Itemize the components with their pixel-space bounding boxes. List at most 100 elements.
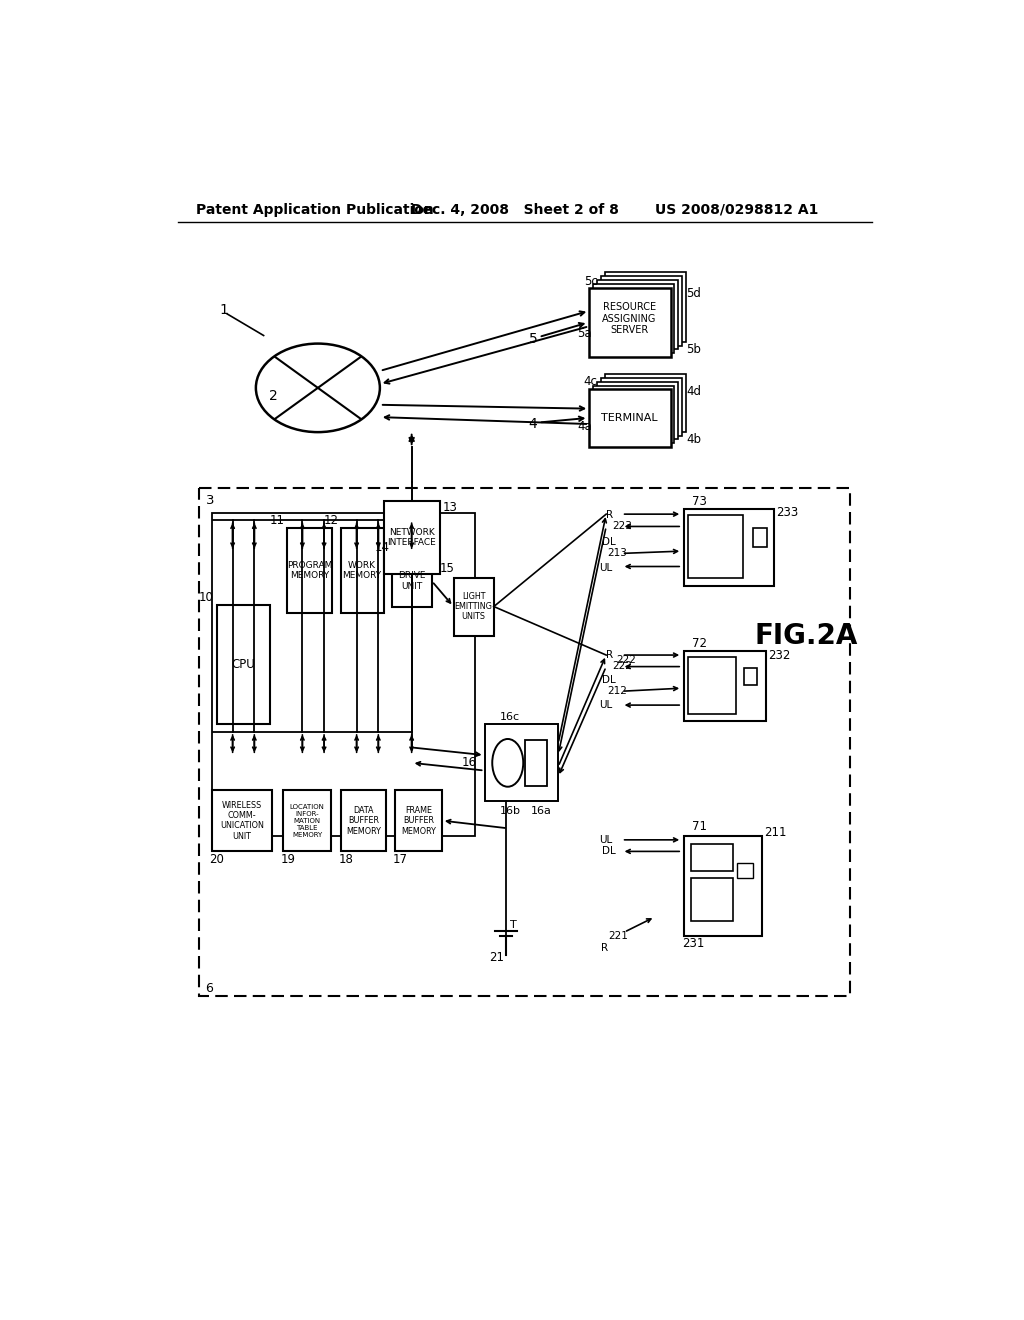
Text: 213: 213 (607, 548, 627, 558)
Text: 73: 73 (692, 495, 708, 508)
Text: 4: 4 (528, 417, 538, 432)
Bar (395, 789, 442, 851)
Bar (744, 668, 757, 685)
Text: CPU: CPU (231, 657, 255, 671)
Text: 5a: 5a (578, 327, 592, 341)
Bar (597, 381, 678, 440)
Bar (597, 280, 678, 350)
Text: WIRELESS
COMM-
UNICATION
UNIT: WIRELESS COMM- UNICATION UNIT (220, 800, 264, 841)
Bar (589, 389, 671, 447)
Text: 2: 2 (269, 388, 278, 403)
Text: 233: 233 (776, 506, 798, 519)
Text: US 2008/0298812 A1: US 2008/0298812 A1 (655, 203, 818, 216)
Text: WORK
MEMORY: WORK MEMORY (342, 561, 382, 579)
Bar (601, 378, 682, 436)
Bar (737, 863, 753, 878)
Text: DL: DL (602, 537, 616, 546)
Text: Dec. 4, 2008   Sheet 2 of 8: Dec. 4, 2008 Sheet 2 of 8 (411, 203, 618, 216)
Text: 5d: 5d (686, 286, 700, 300)
Text: 71: 71 (692, 820, 708, 833)
Bar (200, 488, 850, 997)
Text: 4b: 4b (686, 433, 701, 446)
Text: 212: 212 (607, 686, 627, 696)
Text: R: R (601, 942, 608, 953)
Text: UL: UL (599, 834, 612, 845)
Ellipse shape (493, 739, 523, 787)
Bar (690, 878, 733, 921)
Text: 211: 211 (764, 825, 786, 838)
Text: DRIVE
UNIT: DRIVE UNIT (398, 572, 425, 591)
Text: 12: 12 (324, 513, 339, 527)
Text: 5c: 5c (584, 275, 597, 288)
Text: 18: 18 (339, 853, 353, 866)
Bar (283, 789, 331, 851)
Bar (287, 528, 332, 612)
Bar (384, 502, 439, 574)
Text: 14: 14 (374, 541, 389, 554)
Text: 231: 231 (682, 937, 705, 950)
Text: 3: 3 (206, 494, 214, 507)
Text: 15: 15 (439, 562, 455, 576)
Text: T: T (510, 920, 517, 929)
Bar (341, 789, 386, 851)
Text: FRAME
BUFFER
MEMORY: FRAME BUFFER MEMORY (401, 805, 436, 836)
Text: 223: 223 (612, 520, 632, 531)
Bar (212, 789, 272, 851)
Text: DATA
BUFFER
MEMORY: DATA BUFFER MEMORY (346, 805, 381, 836)
Ellipse shape (256, 343, 380, 432)
Text: 4d: 4d (686, 385, 701, 399)
Text: 16a: 16a (531, 805, 552, 816)
Bar (688, 657, 736, 714)
Bar (688, 515, 742, 578)
Text: 4a: 4a (578, 420, 592, 433)
Text: FIG.2A: FIG.2A (755, 622, 858, 649)
Bar (524, 739, 547, 785)
Text: 232: 232 (768, 648, 791, 661)
Text: R: R (606, 649, 613, 660)
Text: PROGRAM
MEMORY: PROGRAM MEMORY (287, 561, 332, 579)
Text: 21: 21 (489, 952, 504, 964)
Text: 222: 222 (616, 656, 636, 665)
Text: 16b: 16b (500, 805, 521, 816)
Text: 13: 13 (442, 500, 458, 513)
Bar (690, 843, 733, 871)
Text: 17: 17 (393, 853, 408, 866)
Bar (684, 836, 762, 936)
Bar (753, 528, 767, 548)
Text: DL: DL (602, 846, 616, 857)
Bar (484, 725, 558, 801)
Bar (593, 284, 675, 354)
Bar (589, 288, 671, 356)
Text: UL: UL (599, 700, 612, 710)
Text: UL: UL (599, 564, 612, 573)
Text: 5: 5 (528, 333, 538, 346)
Bar (391, 554, 432, 607)
Bar (454, 578, 494, 636)
Bar (217, 605, 270, 725)
Text: 221: 221 (608, 931, 629, 941)
Text: NETWORK
INTERFACE: NETWORK INTERFACE (387, 528, 436, 546)
Text: 222: 222 (612, 661, 632, 671)
Text: 5b: 5b (686, 343, 700, 356)
Text: 11: 11 (269, 513, 285, 527)
Bar (684, 651, 766, 721)
Text: 72: 72 (692, 638, 708, 649)
Text: R: R (606, 510, 613, 520)
Text: 19: 19 (281, 853, 296, 866)
Bar (341, 528, 384, 612)
Text: RESOURCE
ASSIGNING
SERVER: RESOURCE ASSIGNING SERVER (602, 302, 656, 335)
Text: 16: 16 (462, 756, 477, 770)
Text: LIGHT
EMITTING
UNITS: LIGHT EMITTING UNITS (455, 591, 493, 622)
Text: LOCATION
INFOR-
MATION
TABLE
MEMORY: LOCATION INFOR- MATION TABLE MEMORY (290, 804, 325, 838)
Text: 4c: 4c (584, 375, 598, 388)
Text: Patent Application Publication: Patent Application Publication (197, 203, 434, 216)
Bar (604, 272, 686, 342)
Bar (684, 508, 773, 586)
Bar (604, 374, 686, 432)
Text: 6: 6 (206, 982, 213, 995)
Bar (212, 512, 475, 836)
Text: 20: 20 (209, 853, 224, 866)
Bar (593, 385, 675, 444)
Text: DL: DL (602, 676, 616, 685)
Bar (601, 276, 682, 346)
